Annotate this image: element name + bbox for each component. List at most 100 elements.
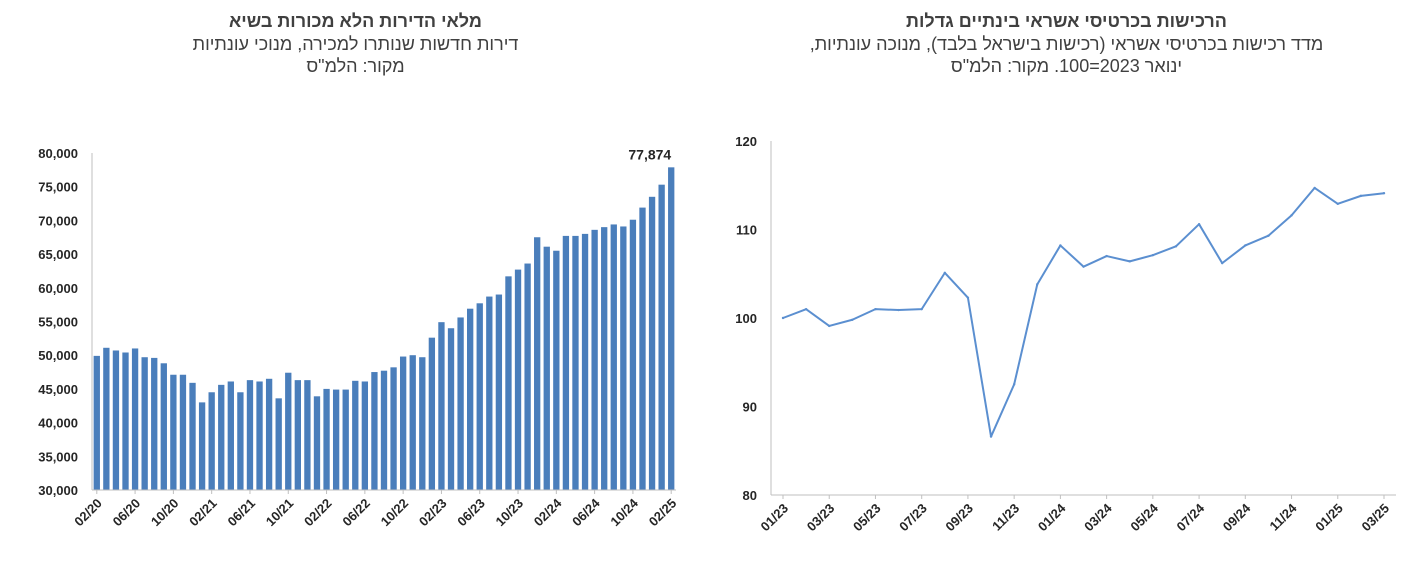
data-point bbox=[1082, 265, 1085, 268]
bar bbox=[572, 235, 579, 490]
bar bbox=[629, 219, 637, 490]
bar bbox=[208, 392, 215, 490]
x-tick-label: 10/24 bbox=[607, 495, 641, 529]
bar bbox=[352, 380, 359, 490]
bar bbox=[151, 357, 158, 490]
data-point bbox=[1174, 245, 1178, 248]
bar bbox=[294, 380, 301, 490]
data-point bbox=[943, 271, 947, 275]
bar bbox=[313, 396, 321, 490]
data-point bbox=[1128, 260, 1131, 263]
bar bbox=[342, 389, 349, 490]
x-tick-label: 01/24 bbox=[1035, 500, 1069, 534]
x-tick-label: 10/22 bbox=[378, 496, 412, 530]
x-tick-label: 07/24 bbox=[1174, 500, 1208, 534]
x-tick-label: 06/23 bbox=[454, 496, 488, 530]
bar bbox=[562, 235, 570, 490]
bar bbox=[419, 357, 426, 490]
bar bbox=[170, 374, 177, 490]
bar bbox=[486, 296, 493, 490]
data-point bbox=[1151, 253, 1155, 257]
data-point bbox=[1059, 244, 1062, 247]
x-tick-label: 05/24 bbox=[1127, 500, 1161, 534]
y-tick-label: 50,000 bbox=[38, 348, 78, 363]
y-tick-label: 80,000 bbox=[38, 146, 78, 161]
bar bbox=[467, 308, 474, 490]
x-tick-label: 02/23 bbox=[416, 496, 450, 530]
x-tick-label: 05/23 bbox=[850, 501, 884, 535]
bar bbox=[543, 246, 550, 490]
y-tick-label: 100 bbox=[735, 311, 757, 326]
bar bbox=[237, 392, 244, 490]
bar bbox=[198, 402, 206, 490]
bar bbox=[591, 229, 598, 490]
y-tick-label: 60,000 bbox=[38, 281, 78, 296]
y-tick-label: 70,000 bbox=[38, 213, 78, 228]
y-tick-label: 90 bbox=[743, 400, 757, 415]
bar bbox=[505, 276, 512, 490]
data-point bbox=[1105, 254, 1108, 258]
housing-inventory-bar-chart: 30,000 35,000 40,000 45,000 50,000 55,000 60,0… bbox=[38, 146, 679, 530]
y-tick-label: 80 bbox=[743, 488, 757, 503]
x-tick-label: 03/25 bbox=[1359, 501, 1393, 535]
bar bbox=[438, 322, 445, 490]
bar bbox=[275, 398, 282, 490]
x-tick-label: 02/21 bbox=[186, 496, 220, 530]
bar bbox=[256, 381, 263, 490]
x-tick-label: 02/20 bbox=[71, 496, 105, 530]
data-point bbox=[989, 435, 993, 438]
credit-card-purchases-line-chart: 80 90 100 110 120 01/23 03/23 05/23 07/23 09/23 11… bbox=[735, 134, 1396, 535]
bar bbox=[189, 382, 196, 490]
x-tick-label: 10/20 bbox=[148, 496, 182, 530]
data-point bbox=[1290, 214, 1293, 217]
bar bbox=[160, 363, 167, 490]
x-tick-label: 06/24 bbox=[569, 495, 603, 529]
x-tick-label: 06/21 bbox=[224, 496, 258, 530]
bar bbox=[361, 381, 369, 490]
bar bbox=[495, 294, 503, 490]
bar bbox=[581, 233, 589, 490]
bar bbox=[227, 381, 234, 490]
bar bbox=[668, 167, 675, 491]
left-chart-titles: מלאי הדירות הלא מכורות בשיא דירות חדשות … bbox=[0, 10, 711, 77]
data-label-last: 77,874 bbox=[628, 146, 671, 162]
left-chart-title: מלאי הדירות הלא מכורות בשיא bbox=[229, 11, 482, 31]
x-tick-label: 06/20 bbox=[110, 496, 144, 530]
bar bbox=[103, 347, 110, 490]
bar bbox=[122, 352, 129, 490]
bar bbox=[390, 367, 397, 490]
bar bbox=[371, 372, 378, 490]
x-tick-label: 01/23 bbox=[758, 501, 792, 535]
bar bbox=[131, 348, 139, 490]
bar bbox=[524, 263, 531, 490]
bar bbox=[447, 328, 455, 490]
y-tick-label: 110 bbox=[736, 223, 757, 238]
y-tick-label: 55,000 bbox=[38, 315, 78, 330]
right-chart-subtitle: מדד רכישות בכרטיסי אשראי (רכישות בישראל … bbox=[809, 34, 1324, 54]
bar bbox=[285, 372, 292, 490]
bar bbox=[179, 374, 187, 490]
x-tick-label: 02/24 bbox=[531, 495, 565, 529]
data-point bbox=[1267, 234, 1270, 237]
y-tick-label: 65,000 bbox=[38, 247, 78, 262]
right-chart-title: הרכישות בכרטיסי אשראי בינתיים גדלות bbox=[906, 11, 1227, 31]
data-point bbox=[781, 316, 785, 320]
y-tick-label: 75,000 bbox=[38, 180, 78, 195]
data-point bbox=[1313, 186, 1316, 190]
data-point bbox=[851, 318, 854, 321]
data-point bbox=[1197, 222, 1201, 226]
data-point bbox=[1036, 283, 1039, 286]
data-point bbox=[1244, 244, 1247, 247]
x-tick-label: 11/23 bbox=[989, 501, 1022, 534]
bar bbox=[93, 355, 100, 490]
bar bbox=[428, 337, 436, 490]
data-point bbox=[874, 307, 877, 311]
data-point bbox=[1012, 383, 1016, 386]
y-tick-label: 40,000 bbox=[38, 416, 78, 431]
bar bbox=[218, 384, 225, 490]
x-tick-label: 03/23 bbox=[804, 501, 838, 535]
bar bbox=[141, 357, 148, 490]
y-tick-label: 120 bbox=[735, 134, 757, 149]
bar bbox=[610, 224, 617, 490]
x-tick-label: 09/23 bbox=[942, 501, 976, 535]
